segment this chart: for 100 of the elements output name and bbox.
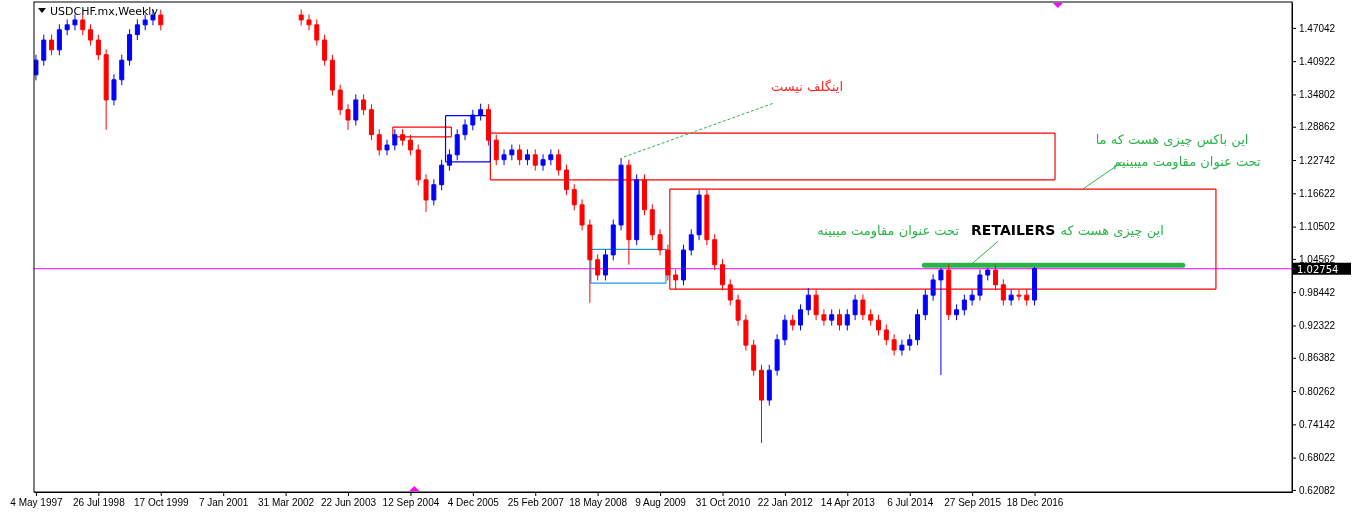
candlestick [649, 203, 655, 241]
candlestick [337, 84, 343, 116]
candlestick [930, 273, 936, 302]
candlestick [860, 294, 866, 321]
candlestick [899, 339, 905, 356]
candlestick [127, 28, 133, 67]
annotation: اینگلف نیست [770, 78, 844, 94]
x-tick-label: 6 Jul 2014 [887, 497, 934, 509]
candlestick [41, 34, 47, 67]
candlestick [314, 18, 320, 47]
candlestick [353, 93, 359, 126]
candlestick [696, 189, 702, 241]
candlestick [158, 9, 164, 31]
candlestick [758, 364, 764, 444]
candlestick [540, 153, 546, 172]
candlestick [907, 333, 913, 352]
x-tick-label: 18 Dec 2016 [1006, 497, 1064, 509]
candlestick [634, 173, 640, 246]
candlestick [735, 294, 741, 327]
x-tick-label: 31 Mar 2002 [258, 497, 315, 509]
candlestick [548, 148, 554, 166]
candlestick [501, 148, 507, 166]
candlestick [103, 48, 109, 131]
x-tick-label: 7 Jan 2001 [198, 497, 249, 509]
candlestick [805, 287, 811, 316]
candlestick [915, 308, 921, 346]
candlestick [1032, 266, 1038, 306]
candlestick [322, 34, 328, 67]
candlestick [751, 339, 757, 377]
y-tick-label: 0.98442 [1299, 286, 1336, 298]
candlestick [532, 148, 538, 172]
candlestick [844, 308, 850, 331]
x-tick-label: 27 Sep 2015 [944, 497, 1002, 509]
candlestick [821, 308, 827, 327]
candlestick [688, 228, 694, 256]
x-tick-label: 22 Jun 2003 [320, 497, 377, 509]
candlestick [439, 159, 445, 191]
candlestick [657, 228, 663, 256]
candlestick [361, 93, 367, 116]
candlestick [680, 244, 686, 286]
y-tick-label: 1.04562 [1299, 253, 1336, 265]
x-tick-label: 18 May 2008 [569, 497, 628, 509]
candlestick [618, 157, 624, 231]
ref-line-label: 1.02754 [1297, 263, 1339, 275]
candlestick [876, 314, 882, 336]
candlestick [985, 267, 991, 281]
candlestick [837, 308, 843, 331]
candlestick [1008, 289, 1014, 306]
candlestick [829, 308, 835, 327]
candlestick [384, 139, 390, 156]
candlestick [462, 118, 468, 141]
candlestick [298, 9, 304, 26]
candlestick [95, 34, 101, 61]
x-tick-label: 14 Apr 2013 [820, 497, 876, 509]
candlestick [571, 183, 577, 211]
candlestick [368, 103, 374, 141]
candlestick [345, 103, 351, 131]
y-tick-label: 1.10502 [1299, 221, 1336, 233]
x-tick-label: 26 Jul 1998 [73, 497, 126, 509]
candlestick [56, 23, 62, 56]
candlestick [938, 267, 944, 376]
candlestick [852, 294, 858, 321]
candlestick [743, 314, 749, 352]
x-tick-label: 12 Sep 2004 [382, 497, 440, 509]
candlestick [134, 18, 140, 41]
candlestick [610, 219, 616, 261]
candlestick [790, 314, 796, 331]
annotation: این چیزی هست که [1060, 223, 1164, 240]
y-tick-label: 1.22742 [1299, 154, 1336, 166]
candlestick [111, 73, 117, 106]
y-tick-label: 1.16622 [1299, 188, 1336, 200]
candlestick [954, 303, 960, 321]
candlestick [88, 23, 94, 47]
candlestick [883, 324, 889, 346]
candlestick [712, 233, 718, 271]
x-tick-label: 22 Jan 2012 [757, 497, 814, 509]
candlestick [891, 333, 897, 356]
x-tick-label: 4 Dec 2005 [447, 497, 500, 509]
candlestick [798, 303, 803, 331]
x-tick-label: 9 Aug 2009 [635, 497, 687, 509]
candlestick [517, 143, 523, 166]
candlestick [524, 148, 530, 166]
candlestick [376, 128, 382, 156]
candlestick [509, 143, 515, 161]
candlestick [782, 314, 788, 346]
candlestick [415, 143, 421, 186]
candlestick [602, 248, 608, 281]
y-tick-label: 0.86382 [1299, 352, 1336, 364]
x-tick-label: 25 Feb 2007 [507, 497, 565, 509]
annotation: تحت عنوان مقاومت میبینیم [1113, 154, 1262, 170]
annotation: RETAILERS [971, 222, 1056, 239]
candlestick [969, 289, 975, 306]
candlestick [961, 294, 967, 316]
candlestick [423, 173, 429, 213]
annotation: این باکس چیزی هست که ما [1095, 132, 1249, 148]
candlestick [64, 18, 70, 36]
y-tick-label: 1.34802 [1299, 89, 1336, 101]
y-tick-label: 1.40922 [1299, 55, 1336, 67]
x-tick-label: 4 May 1997 [10, 497, 64, 509]
candlestick [579, 198, 585, 231]
